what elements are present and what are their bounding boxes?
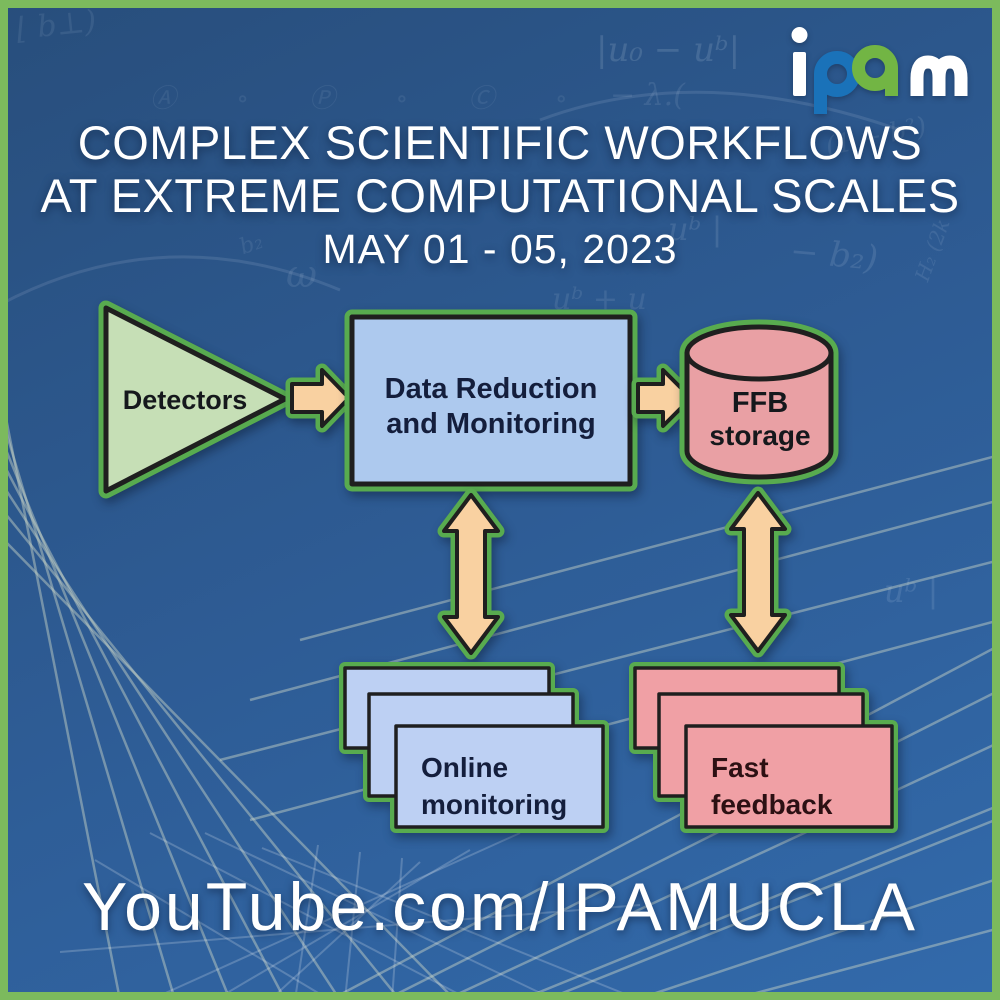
flow-arrow-reduction-to-storage <box>631 363 698 433</box>
ipam-logo-letter-p <box>814 51 860 114</box>
data-reduction-label-line-1: Data Reduction <box>385 373 598 405</box>
flow-arrow-reduction-online <box>437 488 505 660</box>
fast-feedback-node: Fast feedback <box>629 662 898 833</box>
flow-arrow-storage-feedback <box>724 486 792 658</box>
online-stack-card-front <box>394 724 605 829</box>
data-reduction-node: Data Reduction and Monitoring <box>344 309 638 492</box>
page-title-line-2: AT EXTREME COMPUTATIONAL SCALES <box>40 169 960 222</box>
page-title-line-1: COMPLEX SCIENTIFIC WORKFLOWS <box>77 116 923 169</box>
ffb-storage-label-line-1: FFB <box>732 387 788 419</box>
online-monitoring-node: Online monitoring <box>339 662 609 833</box>
youtube-channel-url: YouTube.com/IPAMUCLA <box>81 869 919 945</box>
ipam-logo-letter-i <box>791 27 808 96</box>
detectors-node: Detectors <box>98 300 293 499</box>
ipam-logo-letter-a <box>852 45 898 96</box>
flow-arrow-detectors-to-reduction <box>285 363 356 433</box>
online-monitoring-label-line-2: monitoring <box>421 789 567 820</box>
ffb-storage-label-line-2: storage <box>709 420 810 451</box>
fast-feedback-label-line-2: feedback <box>711 789 833 820</box>
ipam-logo <box>791 27 968 114</box>
header: COMPLEX SCIENTIFIC WORKFLOWS AT EXTREME … <box>0 116 1000 274</box>
ipam-logo-letter-m <box>910 55 968 96</box>
feedback-stack-card-front <box>684 724 894 829</box>
data-reduction-label-line-2: and Monitoring <box>386 408 595 440</box>
ffb-storage-node: FFB storage <box>679 319 839 485</box>
event-dates: MAY 01 - 05, 2023 <box>322 226 678 272</box>
detectors-label: Detectors <box>123 385 248 415</box>
fast-feedback-label-line-1: Fast <box>711 752 769 783</box>
online-monitoring-label-line-1: Online <box>421 752 508 783</box>
